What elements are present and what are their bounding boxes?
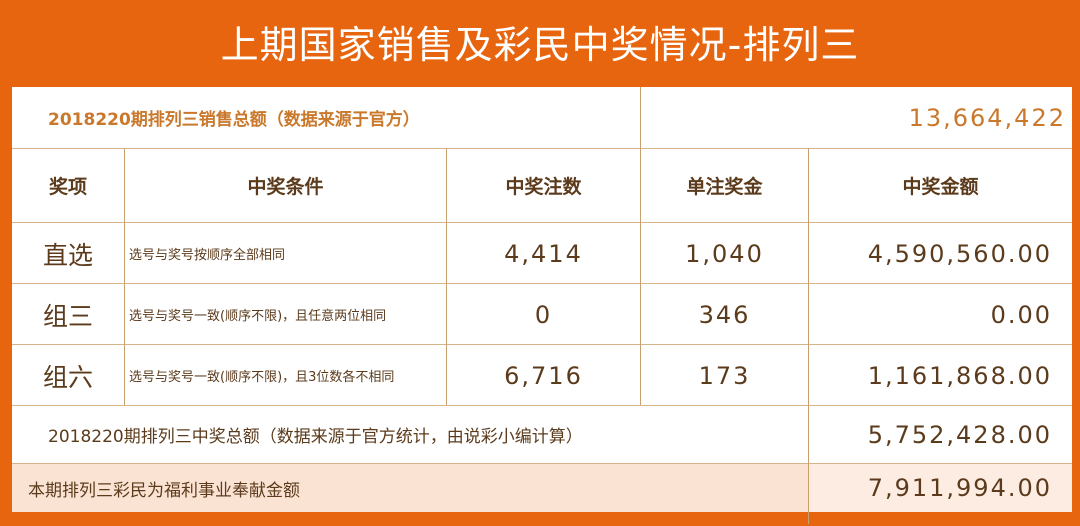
header-amount: 中奖金额 bbox=[902, 176, 979, 198]
row-count: 6,716 bbox=[504, 361, 583, 390]
divider bbox=[12, 148, 1072, 149]
welfare-label: 本期排列三彩民为福利事业奉献金额 bbox=[28, 480, 300, 501]
row-condition: 选号与奖号按顺序全部相同 bbox=[129, 248, 286, 263]
header-prize-type: 奖项 bbox=[48, 176, 87, 198]
row-condition: 选号与奖号一致(顺序不限)，且3位数各不相同 bbox=[129, 370, 395, 385]
row-condition: 选号与奖号一致(顺序不限)，且任意两位相同 bbox=[129, 309, 387, 324]
divider bbox=[12, 405, 1072, 406]
row-count: 0 bbox=[534, 300, 553, 329]
row-unit-prize: 346 bbox=[698, 300, 751, 329]
sales-value: 13,664,422 bbox=[908, 103, 1066, 132]
header-count: 中奖注数 bbox=[505, 176, 582, 198]
welfare-value-bg bbox=[808, 463, 1072, 512]
row-name: 组六 bbox=[42, 362, 93, 392]
row-amount: 1,161,868.00 bbox=[867, 361, 1052, 390]
row-unit-prize: 173 bbox=[698, 361, 751, 390]
divider bbox=[808, 148, 809, 524]
welfare-value: 7,911,994.00 bbox=[867, 474, 1052, 502]
divider bbox=[640, 148, 641, 405]
divider bbox=[124, 148, 125, 405]
row-name: 直选 bbox=[42, 240, 93, 270]
row-amount: 0.00 bbox=[990, 300, 1052, 329]
divider bbox=[12, 222, 1072, 223]
row-unit-prize: 1,040 bbox=[685, 239, 764, 268]
header-condition: 中奖条件 bbox=[247, 176, 324, 198]
divider bbox=[12, 463, 1072, 464]
divider bbox=[12, 344, 1072, 345]
header-unit-prize: 单注奖金 bbox=[686, 176, 763, 198]
divider bbox=[640, 87, 641, 148]
divider bbox=[12, 283, 1072, 284]
row-name: 组三 bbox=[42, 301, 93, 331]
total-value: 5,752,428.00 bbox=[867, 420, 1052, 449]
divider bbox=[446, 148, 447, 405]
row-count: 4,414 bbox=[504, 239, 583, 268]
page-title: 上期国家销售及彩民中奖情况-排列三 bbox=[220, 23, 860, 67]
sales-label: 2018220期排列三销售总额（数据来源于官方） bbox=[48, 110, 420, 130]
row-amount: 4,590,560.00 bbox=[867, 239, 1052, 268]
total-label: 2018220期排列三中奖总额（数据来源于官方统计，由说彩小编计算） bbox=[48, 427, 583, 447]
lottery-table: 2018220期排列三销售总额（数据来源于官方） 13,664,422 奖项 中… bbox=[12, 87, 1072, 524]
